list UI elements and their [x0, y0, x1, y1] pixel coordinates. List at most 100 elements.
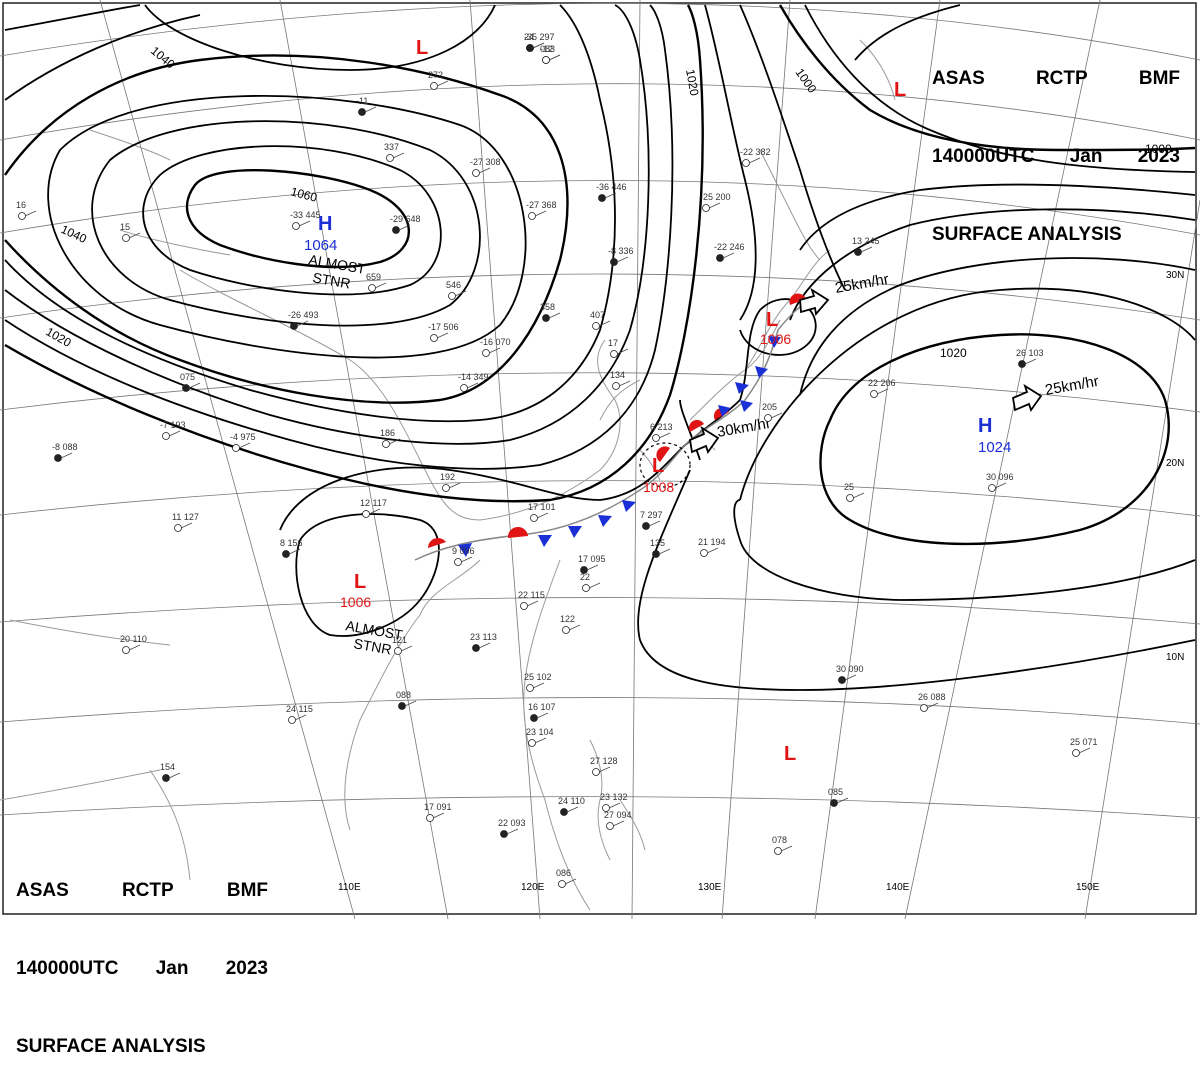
station-plot: 337: [384, 142, 405, 162]
station-plot: 086: [556, 868, 577, 888]
header-time: 140000UTC: [932, 146, 1035, 167]
station-plot: 17 095: [578, 554, 606, 574]
wind-barb-icon: [618, 380, 631, 387]
wind-barb-icon: [616, 348, 629, 355]
station-circle-icon: [652, 550, 660, 558]
station-value: 083: [540, 44, 555, 54]
header-line-2: 140000UTC Jan 2023: [16, 956, 268, 982]
station-value: 16: [16, 200, 26, 210]
station-circle-icon: [774, 847, 782, 855]
station-plot: 6 213: [650, 422, 673, 442]
station-circle-icon: [362, 510, 370, 518]
wind-barb-icon: [294, 714, 307, 721]
station-plot: 24 115: [286, 704, 313, 724]
station-circle-icon: [558, 880, 566, 888]
lat-label: 20N: [1166, 458, 1184, 469]
station-circle-icon: [430, 82, 438, 90]
station-circle-icon: [292, 222, 300, 230]
station-value: 15: [120, 222, 130, 232]
station-circle-icon: [398, 702, 406, 710]
station-plot: 25: [844, 482, 865, 502]
station-value: 30 090: [836, 664, 864, 674]
station-circle-icon: [122, 234, 130, 242]
station-plot: 154: [160, 762, 181, 782]
wind-barb-icon: [876, 388, 889, 395]
wind-barb-icon: [612, 820, 625, 827]
station-plot: 23 132: [600, 792, 628, 812]
station-plot: 22 093: [498, 818, 526, 838]
isobar-label: 1000: [1145, 142, 1172, 156]
station-value: 17 091: [424, 802, 452, 812]
wind-barb-icon: [238, 442, 251, 449]
station-plot: 358: [540, 302, 561, 322]
station-value: 26 088: [918, 692, 946, 702]
wind-barb-icon: [722, 252, 735, 259]
station-value: -27 308: [470, 157, 501, 167]
surface-analysis-map: 1000 1000 1020 1020 1020 1040 1040 1060: [0, 0, 1200, 919]
wind-barb-icon: [374, 282, 387, 289]
station-plot: 134: [610, 370, 631, 390]
station-value: 135: [650, 538, 665, 548]
station-value: -29 648: [390, 214, 421, 224]
station-value: -26 493: [288, 310, 319, 320]
station-value: 22: [580, 572, 590, 582]
station-value: -22 246: [714, 242, 745, 252]
station-circle-icon: [1072, 749, 1080, 757]
lat-label: 30N: [1166, 270, 1184, 281]
station-value: 659: [366, 272, 381, 282]
header-station: RCTP: [121, 880, 174, 901]
wind-barb-icon: [168, 430, 181, 437]
station-circle-icon: [526, 44, 534, 52]
motion-speed: 25km/hr: [1044, 373, 1100, 399]
wind-barb-icon: [658, 548, 671, 555]
wind-barb-icon: [298, 220, 311, 227]
station-value: 22 093: [498, 818, 526, 828]
station-value: -25 200: [700, 192, 731, 202]
station-plot: -22 382: [740, 147, 771, 167]
wind-barb-icon: [564, 878, 577, 885]
header-agency: ASAS: [16, 880, 69, 901]
station-circle-icon: [642, 522, 650, 530]
wind-barb-icon: [24, 210, 37, 217]
wind-barb-icon: [288, 548, 301, 555]
isobars: [4, 4, 1196, 691]
station-plot: 083: [540, 44, 561, 64]
station-plot: 16: [16, 200, 37, 220]
station-plot: 088: [396, 690, 417, 710]
wind-barb-icon: [448, 482, 461, 489]
station-value: -17 506: [428, 322, 459, 332]
station-value: 24 115: [286, 704, 313, 714]
wind-barb-icon: [604, 192, 617, 199]
wind-barb-icon: [608, 802, 621, 809]
station-plot: 20 110: [120, 634, 147, 654]
wind-barb-icon: [478, 167, 491, 174]
header-station: RCTP: [1035, 68, 1088, 89]
station-plot: 13 245: [852, 236, 880, 256]
station-plot: -8 088: [52, 442, 78, 462]
station-plot: -27 308: [470, 157, 501, 177]
station-circle-icon: [448, 292, 456, 300]
station-circle-icon: [472, 169, 480, 177]
header-time: 140000UTC: [16, 958, 119, 979]
station-value: 085: [828, 787, 843, 797]
wind-barb-icon: [432, 812, 445, 819]
station-value: 30 096: [986, 472, 1014, 482]
station-circle-icon: [122, 646, 130, 654]
wind-barb-icon: [534, 210, 547, 217]
low-center-value: 1006: [340, 594, 371, 610]
station-plot: 25 102: [524, 672, 552, 692]
header-line-1: ASAS RCTP BMF: [16, 878, 268, 904]
station-value: 088: [396, 690, 411, 700]
pressure-systems: H 1064 H 1024 L 1006 L 1008 L 1006 L L L: [304, 37, 1011, 765]
isobar-1020-main: [4, 4, 704, 503]
station-circle-icon: [702, 204, 710, 212]
wind-barb-icon: [836, 797, 849, 804]
header-year: 2023: [225, 958, 268, 979]
wind-barb-icon: [598, 766, 611, 773]
isobar-label: 1020: [683, 68, 701, 97]
wind-barb-icon: [536, 512, 549, 519]
station-circle-icon: [528, 739, 536, 747]
wind-barb-icon: [128, 232, 141, 239]
header-line-2: 140000UTC Jan 2023: [932, 144, 1180, 170]
wind-barb-icon: [658, 432, 671, 439]
